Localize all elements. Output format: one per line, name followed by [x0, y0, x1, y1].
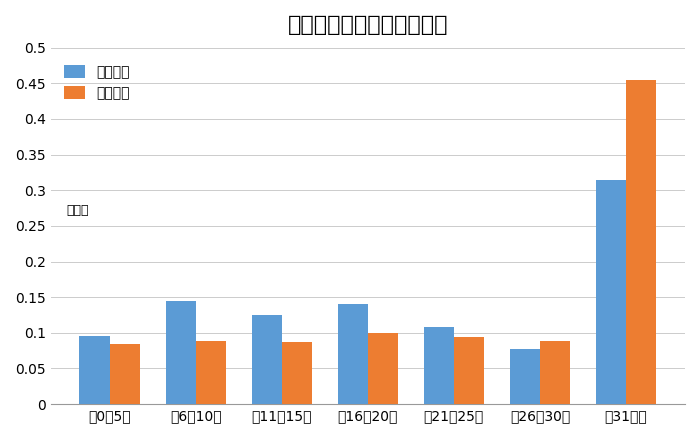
Bar: [540, 341, 570, 404]
Bar: [368, 333, 398, 404]
Bar: [337, 304, 368, 404]
Text: （％）: （％）: [66, 204, 89, 217]
Bar: [454, 337, 484, 404]
Title: 成約物件と在庫物件の割合: 成約物件と在庫物件の割合: [288, 15, 448, 35]
Bar: [110, 343, 140, 404]
Bar: [596, 180, 626, 404]
Bar: [79, 336, 110, 404]
Legend: 成約物件, 在庫物件: 成約物件, 在庫物件: [64, 65, 130, 100]
Bar: [510, 349, 540, 404]
Bar: [281, 342, 312, 404]
Bar: [251, 315, 281, 404]
Bar: [424, 327, 454, 404]
Bar: [626, 80, 656, 404]
Bar: [196, 341, 226, 404]
Bar: [165, 301, 196, 404]
